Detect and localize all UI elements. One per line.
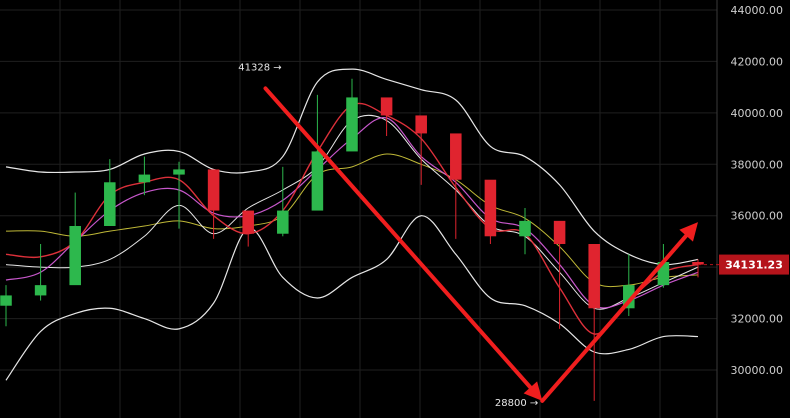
up-trend-arrow-shaft [540, 233, 689, 403]
y-tick-label: 44000.00 [731, 4, 784, 17]
high-price-label: 41328 → [238, 63, 281, 74]
candle-body [415, 115, 427, 134]
candle-body [657, 262, 670, 286]
candle-body [104, 182, 116, 226]
candle-body [553, 220, 566, 244]
current-price-label: 34131.23 [725, 259, 783, 272]
candle-body [0, 295, 12, 306]
grid-lines [0, 0, 717, 418]
current-price-badge: 34131.23 [698, 254, 789, 275]
ma-long-line [5, 153, 699, 288]
candle-body [623, 285, 635, 309]
y-tick-label: 42000.00 [731, 55, 784, 68]
down-trend-arrow-head [523, 381, 543, 401]
down-trend-arrow-shaft [263, 86, 533, 390]
candle-body [311, 151, 324, 211]
candle-body [207, 169, 220, 211]
candle-body [277, 210, 289, 234]
candle-body [519, 220, 531, 237]
bollinger-upper-line [5, 68, 699, 266]
y-tick-label: 36000.00 [731, 210, 784, 223]
current-price-badge-box [719, 254, 789, 275]
bollinger-lower-line [5, 215, 699, 381]
y-tick-label: 30000.00 [731, 364, 784, 377]
y-tick-label: 38000.00 [731, 158, 784, 171]
candle-body [346, 97, 358, 152]
candle-body [484, 179, 497, 237]
y-tick-label: 32000.00 [731, 313, 784, 326]
y-tick-label: 40000.00 [731, 107, 784, 120]
low-price-label: 28800 → [495, 398, 538, 409]
candle-body [69, 226, 81, 286]
candle-body [692, 262, 704, 265]
up-trend-arrow-head [679, 222, 698, 242]
candle-body [380, 97, 393, 116]
candle-body [34, 285, 47, 296]
candle-body [138, 174, 151, 183]
trend-arrows [263, 86, 698, 403]
annotations: 41328 → 28800 → [238, 63, 538, 409]
candle-body [450, 133, 462, 180]
candle-body [588, 244, 600, 309]
candle-body [242, 210, 254, 234]
candle-body [173, 169, 185, 175]
candles [0, 78, 704, 401]
